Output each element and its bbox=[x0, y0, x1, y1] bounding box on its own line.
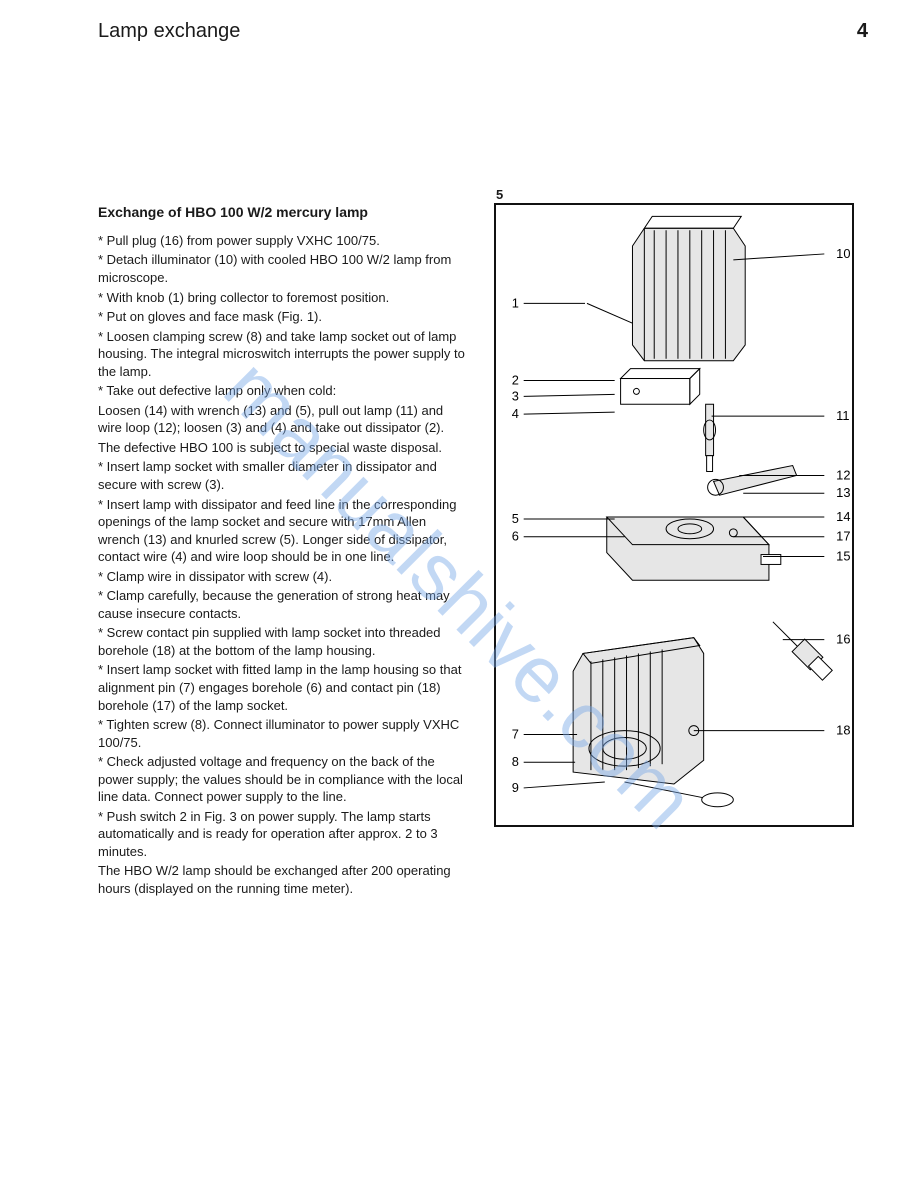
callout-label: 9 bbox=[512, 780, 519, 795]
callout-label: 2 bbox=[512, 372, 519, 387]
body-paragraph: * Screw contact pin supplied with lamp s… bbox=[98, 624, 466, 659]
dissipator-icon bbox=[621, 369, 700, 405]
body-paragraph: * Loosen clamping screw (8) and take lam… bbox=[98, 328, 466, 381]
callout-label: 12 bbox=[836, 467, 850, 482]
callout-label: 7 bbox=[512, 726, 519, 741]
lamp-socket-icon bbox=[607, 517, 781, 580]
body-paragraph: * With knob (1) bring collector to forem… bbox=[98, 289, 466, 307]
callout-label: 15 bbox=[836, 548, 850, 563]
body-paragraph: * Check adjusted voltage and frequency o… bbox=[98, 753, 466, 806]
callout-label: 14 bbox=[836, 509, 850, 524]
page-title: Lamp exchange bbox=[98, 20, 240, 43]
body-paragraph: Loosen (14) with wrench (13) and (5), pu… bbox=[98, 402, 466, 437]
callout-label: 5 bbox=[512, 511, 519, 526]
body-paragraph: * Insert lamp with dissipator and feed l… bbox=[98, 496, 466, 566]
content-area: Exchange of HBO 100 W/2 mercury lamp * P… bbox=[98, 203, 870, 900]
callout-label: 16 bbox=[836, 632, 850, 647]
body-paragraph: * Insert lamp socket with smaller diamet… bbox=[98, 458, 466, 493]
callout-label: 4 bbox=[512, 406, 519, 421]
figure-label: 5 bbox=[496, 187, 503, 202]
figure-box: 5 bbox=[494, 203, 854, 827]
callout-label: 3 bbox=[512, 388, 519, 403]
page-number: 4 bbox=[857, 20, 868, 43]
body-paragraph: The defective HBO 100 is subject to spec… bbox=[98, 439, 466, 457]
page-header: Lamp exchange 4 bbox=[98, 20, 870, 43]
body-paragraph: * Pull plug (16) from power supply VXHC … bbox=[98, 232, 466, 250]
text-column: Exchange of HBO 100 W/2 mercury lamp * P… bbox=[98, 203, 466, 900]
housing-assembly-icon bbox=[573, 638, 704, 784]
wrench-icon bbox=[708, 466, 797, 496]
callout-label: 8 bbox=[512, 754, 519, 769]
plug-icon bbox=[773, 622, 832, 680]
paragraph-list: * Pull plug (16) from power supply VXHC … bbox=[98, 232, 466, 898]
lamp-icon bbox=[704, 404, 716, 471]
callout-label: 10 bbox=[836, 246, 850, 261]
callout-label: 18 bbox=[836, 723, 850, 738]
screwdriver-icon bbox=[625, 782, 734, 807]
callout-label: 17 bbox=[836, 529, 850, 544]
body-paragraph: The HBO W/2 lamp should be exchanged aft… bbox=[98, 862, 466, 897]
illuminator-housing-icon bbox=[587, 216, 745, 360]
body-paragraph: * Push switch 2 in Fig. 3 on power suppl… bbox=[98, 808, 466, 861]
body-paragraph: * Detach illuminator (10) with cooled HB… bbox=[98, 251, 466, 286]
body-paragraph: * Clamp wire in dissipator with screw (4… bbox=[98, 568, 466, 586]
section-heading: Exchange of HBO 100 W/2 mercury lamp bbox=[98, 203, 466, 222]
callout-label: 13 bbox=[836, 485, 850, 500]
body-paragraph: * Tighten screw (8). Connect illuminator… bbox=[98, 716, 466, 751]
body-paragraph: * Take out defective lamp only when cold… bbox=[98, 382, 466, 400]
callout-label: 6 bbox=[512, 529, 519, 544]
page: Lamp exchange 4 Exchange of HBO 100 W/2 … bbox=[0, 0, 918, 1188]
callout-label: 11 bbox=[836, 408, 849, 423]
exploded-diagram: 123456789101112131417151618 bbox=[496, 205, 852, 825]
callout-label: 1 bbox=[512, 295, 519, 310]
body-paragraph: * Put on gloves and face mask (Fig. 1). bbox=[98, 308, 466, 326]
body-paragraph: * Insert lamp socket with fitted lamp in… bbox=[98, 661, 466, 714]
body-paragraph: * Clamp carefully, because the generatio… bbox=[98, 587, 466, 622]
